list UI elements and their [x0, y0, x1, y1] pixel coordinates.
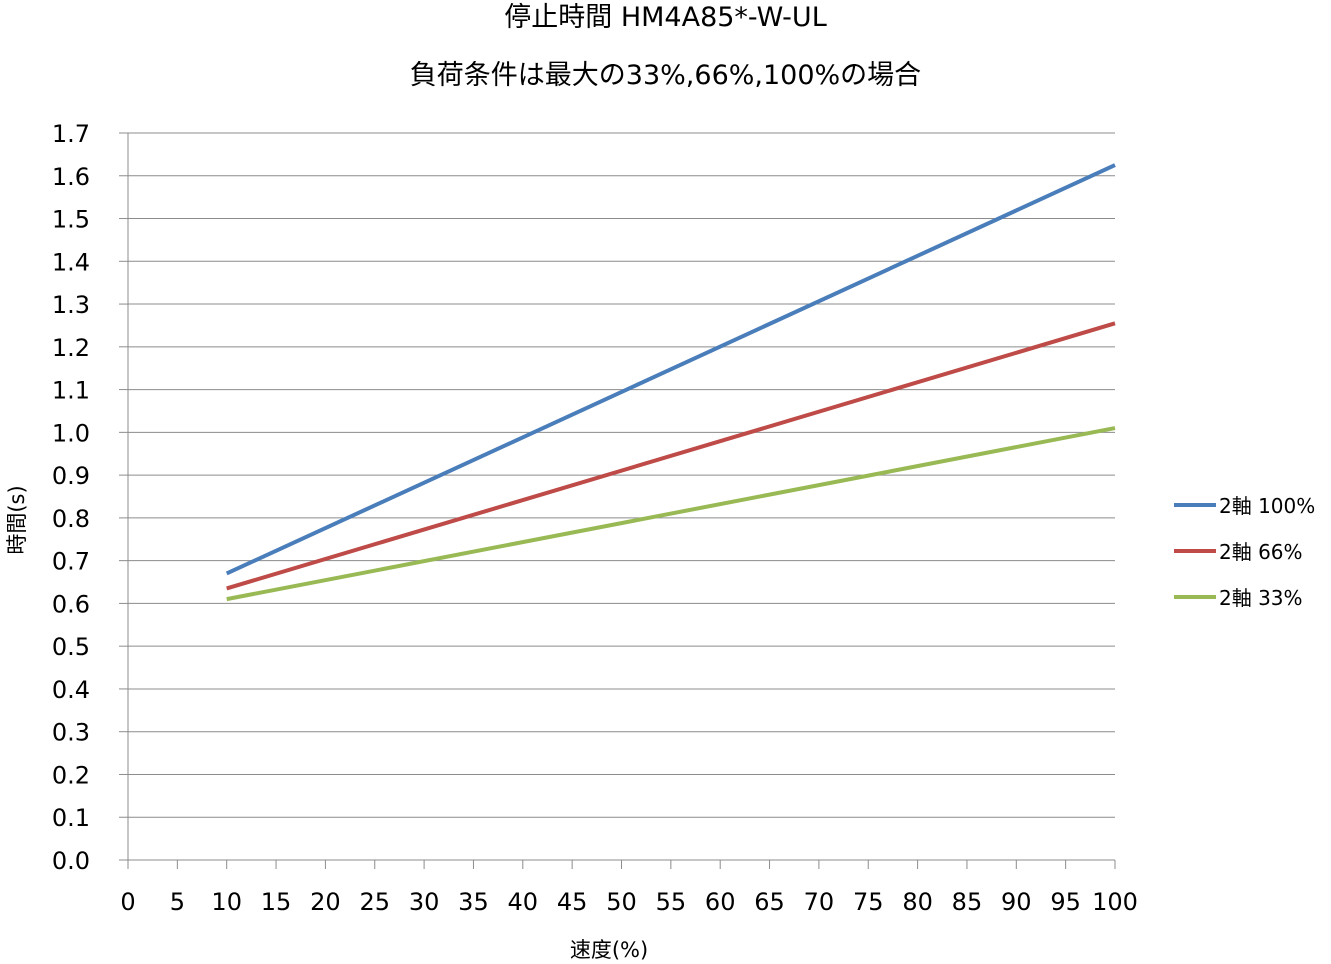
x-axis-label: 速度(%) — [570, 938, 648, 962]
x-tick-label: 100 — [1092, 888, 1138, 916]
x-tick-label: 20 — [310, 888, 341, 916]
y-tick-label: 0.2 — [52, 761, 90, 789]
grid-lines — [128, 132, 1115, 818]
x-tick-label: 50 — [606, 888, 637, 916]
axes — [119, 132, 1116, 869]
chart-subtitle: 負荷条件は最大の33%,66%,100%の場合 — [409, 60, 922, 91]
y-tick-label: 1.1 — [52, 377, 90, 405]
y-tick-label: 0.1 — [52, 804, 90, 832]
x-tick-label: 35 — [458, 888, 489, 916]
series-line — [226, 321, 1116, 591]
y-tick-label: 1.7 — [52, 120, 90, 148]
x-tick-label: 25 — [359, 888, 390, 916]
y-tick-label: 1.4 — [52, 248, 90, 276]
x-tick-label: 60 — [705, 888, 736, 916]
series-lines — [225, 163, 1116, 602]
y-tick-label: 1.0 — [52, 419, 90, 447]
x-tick-label: 5 — [170, 888, 185, 916]
legend: 2軸 100% 2軸 66% 2軸 33% — [1174, 494, 1315, 610]
x-tick-labels: 0 5 10 15 20 25 30 35 40 45 50 55 60 65 70 75 80 85 90 95 10… — [120, 888, 1138, 916]
x-tick-label: 30 — [409, 888, 440, 916]
legend-label: 2軸 33% — [1219, 586, 1303, 610]
y-tick-label: 0.0 — [52, 847, 90, 875]
y-tick-label: 0.9 — [52, 462, 90, 490]
legend-label: 2軸 66% — [1219, 540, 1303, 564]
y-tick-label: 1.2 — [52, 334, 90, 362]
y-tick-label: 0.4 — [52, 676, 90, 704]
legend-label: 2軸 100% — [1219, 494, 1315, 518]
y-tick-label: 0.6 — [52, 590, 90, 618]
x-tick-label: 90 — [1001, 888, 1032, 916]
y-tick-labels: 0.0 0.1 0.2 0.3 0.4 0.5 0.6 0.7 0.8 0.9 1.0 1.1 1.2 1… — [52, 120, 90, 875]
x-tick-label: 15 — [261, 888, 292, 916]
series-line — [225, 163, 1116, 576]
y-tick-label: 0.3 — [52, 719, 90, 747]
x-tick-label: 80 — [902, 888, 933, 916]
y-tick-label: 1.3 — [52, 291, 90, 319]
y-tick-label: 0.7 — [52, 548, 90, 576]
y-tick-label: 1.5 — [52, 206, 90, 234]
y-tick-label: 0.8 — [52, 505, 90, 533]
x-tick-label: 0 — [120, 888, 135, 916]
x-tick-label: 65 — [754, 888, 785, 916]
x-tick-label: 45 — [557, 888, 588, 916]
x-tick-label: 75 — [853, 888, 884, 916]
x-tick-label: 10 — [211, 888, 242, 916]
chart-title: 停止時間 HM4A85*-W-UL — [504, 2, 827, 33]
x-tick-label: 40 — [508, 888, 539, 916]
x-tick-label: 70 — [804, 888, 835, 916]
x-tick-label: 95 — [1050, 888, 1081, 916]
y-tick-label: 1.6 — [52, 163, 90, 191]
x-tick-label: 85 — [952, 888, 983, 916]
series-line — [226, 426, 1116, 602]
y-tick-label: 0.5 — [52, 633, 90, 661]
x-tick-label: 55 — [656, 888, 687, 916]
y-axis-label: 時間(s) — [5, 485, 29, 554]
